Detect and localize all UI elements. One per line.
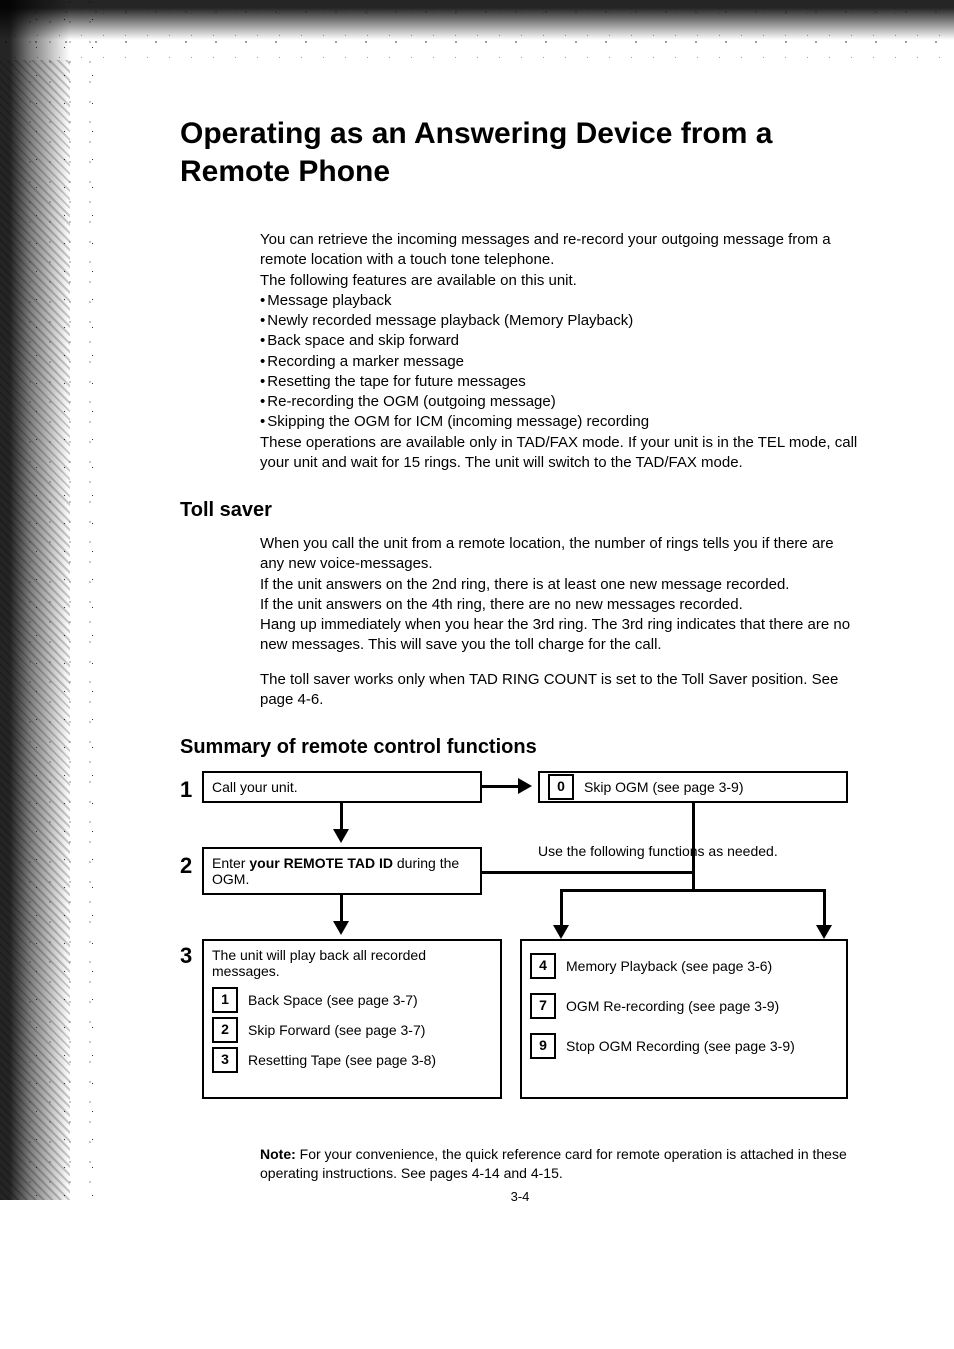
toll-p1: When you call the unit from a remote loc… bbox=[260, 534, 860, 656]
connector-split-vtop bbox=[692, 871, 695, 889]
summary-heading: Summary of remote control functions bbox=[180, 736, 860, 759]
keycap-3: 3 bbox=[212, 1047, 238, 1073]
keycap-7: 7 bbox=[530, 993, 556, 1019]
keycap-4: 4 bbox=[530, 953, 556, 979]
step3-text: The unit will play back all recorded mes… bbox=[212, 947, 492, 979]
keycap-0: 0 bbox=[548, 774, 574, 800]
arrow-right-icon bbox=[518, 778, 532, 794]
keycap-9: 9 bbox=[530, 1033, 556, 1059]
scan-noise-top bbox=[0, 0, 954, 60]
right-top-label: Skip OGM (see page 3-9) bbox=[584, 779, 744, 795]
intro-block: You can retrieve the incoming messages a… bbox=[260, 230, 860, 473]
step3-key-label: Back Space (see page 3-7) bbox=[248, 992, 418, 1008]
step1-number: 1 bbox=[180, 777, 192, 803]
page-title: Operating as an Answering Device from a … bbox=[180, 115, 860, 190]
step3-key-label: Resetting Tape (see page 3-8) bbox=[248, 1052, 436, 1068]
bullet-item: Message playback bbox=[260, 291, 860, 311]
arrow-down-icon bbox=[333, 921, 349, 935]
intro-p2: The following features are available on … bbox=[260, 271, 860, 291]
step1-box: Call your unit. bbox=[202, 771, 482, 803]
arrow-down-icon bbox=[553, 925, 569, 939]
keycap-1: 1 bbox=[212, 987, 238, 1013]
right-key-label: Stop OGM Recording (see page 3-9) bbox=[566, 1038, 795, 1054]
content-area: Operating as an Answering Device from a … bbox=[180, 115, 860, 1204]
flow-diagram: 1 Call your unit. 0 Skip OGM (see page 3… bbox=[180, 771, 860, 1131]
page-number: 3-4 bbox=[180, 1189, 860, 1204]
toll-heading: Toll saver bbox=[180, 499, 860, 522]
right-key-label: Memory Playback (see page 3-6) bbox=[566, 958, 772, 974]
connector-h2 bbox=[482, 871, 695, 874]
keycap-2: 2 bbox=[212, 1017, 238, 1043]
bullet-item: Back space and skip forward bbox=[260, 331, 860, 351]
note-text: For your convenience, the quick referenc… bbox=[260, 1146, 847, 1181]
right-top-box: 0 Skip OGM (see page 3-9) bbox=[538, 771, 848, 803]
intro-p3: These operations are available only in T… bbox=[260, 433, 860, 474]
arrow-down-icon bbox=[333, 829, 349, 843]
note-block: Note: For your convenience, the quick re… bbox=[260, 1145, 860, 1183]
step3-key-row: 2 Skip Forward (see page 3-7) bbox=[212, 1017, 492, 1043]
step2-number: 2 bbox=[180, 853, 192, 879]
toll-block: When you call the unit from a remote loc… bbox=[260, 534, 860, 710]
bullet-item: Newly recorded message playback (Memory … bbox=[260, 311, 860, 331]
bullet-item: Skipping the OGM for ICM (incoming messa… bbox=[260, 412, 860, 432]
connector-v-right bbox=[692, 803, 695, 871]
right-key-row: 7 OGM Re-recording (see page 3-9) bbox=[530, 993, 838, 1019]
right-functions-box: 4 Memory Playback (see page 3-6) 7 OGM R… bbox=[520, 939, 848, 1099]
right-key-label: OGM Re-recording (see page 3-9) bbox=[566, 998, 779, 1014]
step3-key-label: Skip Forward (see page 3-7) bbox=[248, 1022, 425, 1038]
bullet-item: Re-recording the OGM (outgoing message) bbox=[260, 392, 860, 412]
intro-bullets: Message playback Newly recorded message … bbox=[260, 291, 860, 433]
step1-text: Call your unit. bbox=[212, 779, 298, 795]
connector-h1 bbox=[482, 785, 522, 788]
page: Operating as an Answering Device from a … bbox=[0, 0, 954, 1349]
step2-text-a: Enter bbox=[212, 855, 249, 871]
note-label: Note: bbox=[260, 1146, 296, 1162]
step3-box: The unit will play back all recorded mes… bbox=[202, 939, 502, 1099]
intro-p1: You can retrieve the incoming messages a… bbox=[260, 230, 860, 271]
step3-key-row: 3 Resetting Tape (see page 3-8) bbox=[212, 1047, 492, 1073]
step3-key-row: 1 Back Space (see page 3-7) bbox=[212, 987, 492, 1013]
toll-p2: The toll saver works only when TAD RING … bbox=[260, 670, 860, 711]
right-key-row: 4 Memory Playback (see page 3-6) bbox=[530, 953, 838, 979]
bullet-item: Recording a marker message bbox=[260, 352, 860, 372]
right-key-row: 9 Stop OGM Recording (see page 3-9) bbox=[530, 1033, 838, 1059]
connector-split-h bbox=[560, 889, 825, 892]
connector-split-v2 bbox=[823, 889, 826, 929]
step2-box: Enter your REMOTE TAD ID during the OGM. bbox=[202, 847, 482, 895]
step2-text-b: your REMOTE TAD ID bbox=[249, 855, 393, 871]
arrow-down-icon bbox=[816, 925, 832, 939]
connector-split-v1 bbox=[560, 889, 563, 929]
scan-noise-left-2 bbox=[0, 60, 70, 1200]
bullet-item: Resetting the tape for future messages bbox=[260, 372, 860, 392]
step3-number: 3 bbox=[180, 943, 192, 969]
